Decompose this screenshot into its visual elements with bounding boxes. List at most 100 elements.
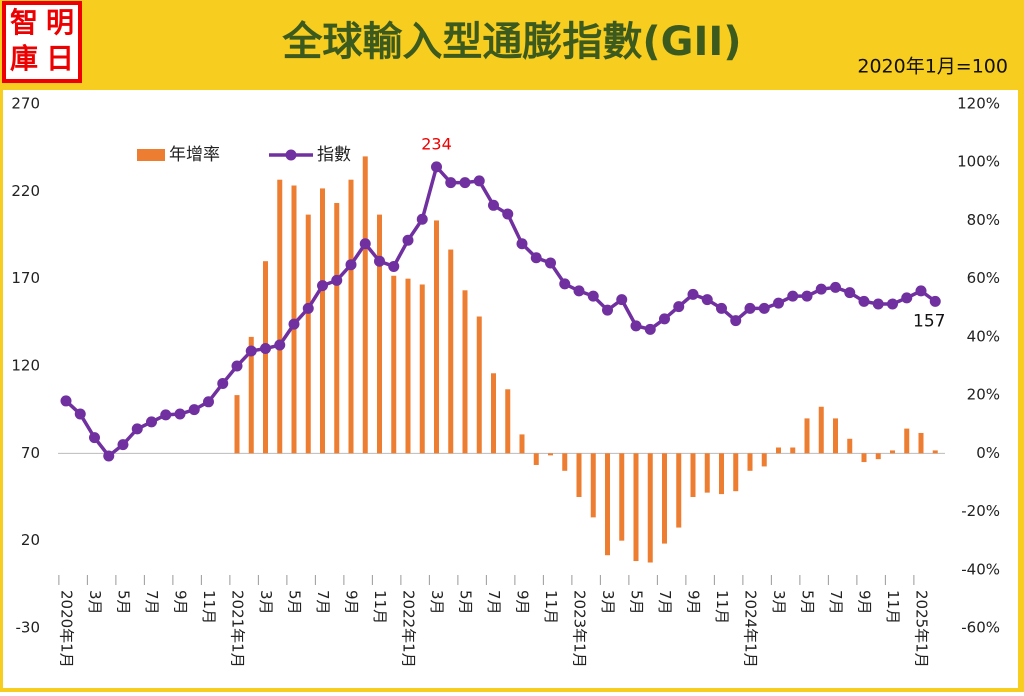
marker [602, 304, 613, 316]
x-tick-label: 11月 [542, 590, 560, 624]
marker [302, 302, 314, 314]
marker [445, 177, 457, 189]
marker [787, 290, 799, 302]
marker [887, 298, 898, 310]
x-tick-label: 11月 [884, 590, 902, 624]
x-tick-label: 7月 [314, 590, 332, 615]
marker [473, 175, 485, 187]
x-tick-label: 2020年1月 [58, 590, 76, 668]
logo-char: 日 [46, 42, 74, 75]
bar [704, 453, 710, 493]
marker [673, 301, 685, 313]
bar [234, 395, 240, 454]
bar [747, 453, 753, 471]
x-tick-label: 5月 [799, 590, 817, 615]
marker [488, 199, 499, 211]
bar [548, 453, 553, 456]
x-tick-label: 5月 [286, 590, 304, 615]
marker [146, 416, 157, 428]
bar [833, 418, 838, 454]
marker [359, 238, 371, 250]
marker [801, 290, 813, 302]
bar [334, 202, 340, 454]
bar [576, 453, 582, 497]
bar [790, 447, 796, 454]
data-label: 157 [913, 311, 945, 331]
marker [716, 302, 727, 314]
y-tick-label: 120 [11, 357, 40, 375]
marker [502, 208, 514, 220]
bar [662, 453, 667, 544]
marker [89, 432, 100, 444]
marker [830, 281, 841, 293]
subtitle: 2020年1月=100 [857, 56, 1008, 78]
y2-tick-label: 20% [967, 386, 1000, 404]
bar [890, 450, 895, 454]
bar [462, 290, 468, 454]
marker [915, 285, 927, 297]
x-tick-label: 9月 [514, 590, 532, 615]
marker [103, 450, 115, 462]
marker [160, 409, 172, 421]
x-tick-label: 3月 [770, 590, 788, 615]
x-tick-label: 5月 [628, 590, 646, 615]
bar [690, 453, 696, 497]
bar [391, 275, 397, 454]
bar [761, 453, 767, 467]
bar [476, 316, 482, 454]
marker [416, 213, 428, 225]
bar [505, 389, 511, 454]
bar [377, 214, 382, 454]
marker [559, 278, 571, 290]
marker [402, 234, 414, 246]
x-tick-label: 7月 [827, 590, 845, 615]
bar [847, 438, 853, 454]
marker [901, 292, 913, 304]
marker [288, 318, 300, 330]
marker [730, 315, 742, 327]
bar [932, 450, 938, 454]
legend-label: 指數 [317, 145, 351, 165]
bar [562, 453, 568, 471]
bar [320, 188, 325, 454]
y2-tick-label: 0% [976, 444, 1000, 462]
bar [362, 156, 368, 454]
bar [647, 453, 653, 563]
marker [274, 339, 286, 351]
bar [861, 453, 867, 463]
bar [533, 453, 539, 465]
marker [331, 274, 343, 286]
bar [248, 336, 254, 454]
legend-marker [285, 149, 297, 161]
bar [719, 453, 724, 495]
marker [431, 161, 442, 173]
bar [491, 373, 496, 454]
x-tick-label: 3月 [86, 590, 104, 615]
marker [217, 377, 229, 389]
y2-tick-label: 60% [967, 269, 1000, 287]
bar [875, 453, 881, 460]
x-tick-label: 11月 [200, 590, 218, 624]
marker [374, 255, 385, 267]
marker [317, 280, 328, 292]
logo-char: 智 [10, 6, 38, 39]
marker [131, 423, 143, 435]
x-tick-label: 2022年1月 [400, 590, 418, 668]
marker [630, 320, 642, 332]
marker [516, 238, 528, 250]
x-tick-label: 9月 [856, 590, 874, 615]
y2-tick-label: -20% [961, 502, 1000, 520]
x-tick-label: 3月 [257, 590, 275, 615]
logo [2, 1, 82, 83]
chart-title: 全球輸入型通膨指數(GII) [281, 19, 741, 65]
bar [605, 453, 610, 556]
x-tick-label: 7月 [143, 590, 161, 615]
logo-char: 庫 [10, 42, 38, 75]
marker [844, 287, 856, 299]
marker [701, 294, 713, 306]
marker [744, 302, 756, 314]
x-tick-label: 2025年1月 [913, 590, 931, 668]
marker [188, 404, 200, 416]
marker [929, 295, 941, 307]
marker [388, 260, 400, 272]
